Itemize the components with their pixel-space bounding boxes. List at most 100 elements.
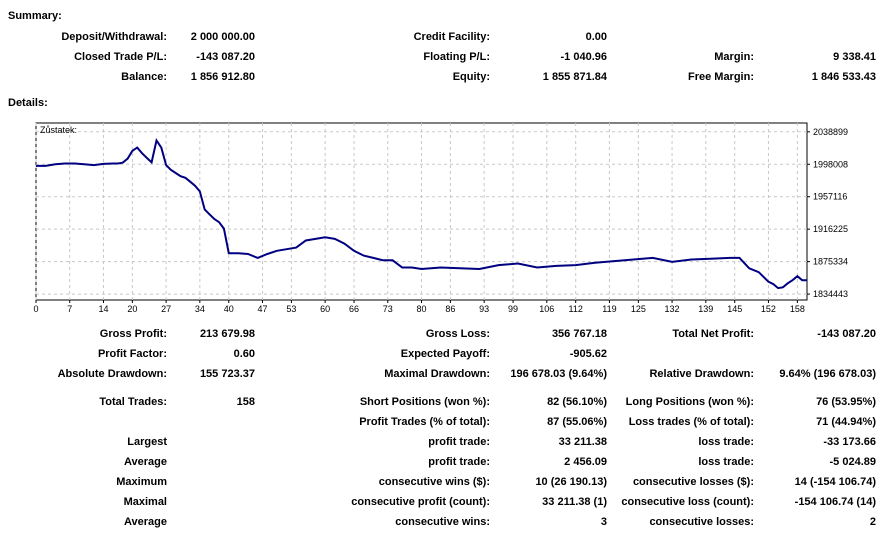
balance-series-line: [36, 138, 807, 290]
average-loss-label: loss trade:: [698, 456, 754, 468]
y-tick-label: 1875334: [813, 257, 848, 267]
balance-chart: Zůstatek: 0 7 14 20 27 34 40 47 53 60 66 73 80 86 93 99…: [33, 122, 848, 314]
maximal-label: Maximal: [123, 496, 167, 508]
total-net-value: -143 087.20: [817, 328, 876, 340]
chart-frame: [35, 122, 808, 301]
maximal-consecutive-profit-value: 33 211.38 (1): [542, 496, 607, 508]
x-tick-label: 47: [257, 304, 267, 314]
x-tick-label: 86: [445, 304, 455, 314]
short-positions-value: 82 (56.10%): [547, 396, 607, 408]
profit-trades-label: Profit Trades (% of total):: [359, 416, 490, 428]
long-positions-value: 76 (53.95%): [816, 396, 876, 408]
maximum-label: Maximum: [116, 476, 167, 488]
y-tick-label: 2038899: [813, 127, 848, 137]
y-tick-label: 1957116: [813, 192, 847, 202]
y-tick-label: 1998008: [813, 159, 848, 169]
x-tick-label: 0: [33, 304, 38, 314]
credit-value: 0.00: [585, 31, 607, 43]
average-loss-value: -5 024.89: [829, 456, 876, 468]
summary-heading: Summary:: [8, 10, 62, 22]
total-trades-value: 158: [236, 396, 255, 408]
max-consecutive-losses-value: 14 (-154 106.74): [794, 476, 876, 488]
gross-loss-value: 356 767.18: [551, 328, 607, 340]
free-margin-label: Free Margin:: [687, 71, 754, 83]
maximal-consecutive-loss-label: consecutive loss (count):: [621, 496, 754, 508]
x-tick-label: 60: [320, 304, 330, 314]
max-consecutive-wins-value: 10 (26 190.13): [535, 476, 607, 488]
credit-label: Credit Facility:: [413, 31, 490, 43]
largest-loss-label: loss trade:: [698, 436, 754, 448]
average-consecutive-losses-value: 2: [869, 516, 876, 528]
average-consecutive-wins-value: 3: [600, 516, 607, 528]
x-tick-label: 20: [127, 304, 137, 314]
floating-pl-value: -1 040.96: [560, 51, 607, 63]
maximal-drawdown-label: Maximal Drawdown:: [384, 368, 490, 380]
relative-drawdown-label: Relative Drawdown:: [649, 368, 754, 380]
profit-factor-label: Profit Factor:: [97, 348, 167, 360]
total-net-label: Total Net Profit:: [672, 328, 754, 340]
x-tick-label: 66: [349, 304, 359, 314]
profit-factor-value: 0.60: [233, 348, 255, 360]
average-consecutive-losses-label: consecutive losses:: [649, 516, 754, 528]
average-label: Average: [123, 456, 167, 468]
x-tick-label: 40: [224, 304, 234, 314]
largest-label: Largest: [127, 436, 167, 448]
maximal-consecutive-profit-label: consecutive profit (count):: [351, 496, 490, 508]
gross-profit-label: Gross Profit:: [99, 328, 167, 340]
x-tick-label: 139: [698, 304, 713, 314]
closed-pl-value: -143 087.20: [196, 51, 255, 63]
deposit-value: 2 000 000.00: [190, 31, 255, 43]
average-consecutive-wins-label: consecutive wins:: [395, 516, 490, 528]
loss-trades-label: Loss trades (% of total):: [628, 416, 754, 428]
average-consecutive-label: Average: [123, 516, 167, 528]
x-tick-label: 7: [67, 304, 72, 314]
profit-trades-value: 87 (55.06%): [547, 416, 607, 428]
absolute-drawdown-value: 155 723.37: [199, 368, 255, 380]
x-tick-label: 119: [602, 304, 616, 314]
chart-title: Zůstatek:: [40, 125, 77, 135]
margin-value: 9 338.41: [833, 51, 876, 63]
expected-payoff-label: Expected Payoff:: [400, 348, 490, 360]
x-tick-label: 125: [631, 304, 646, 314]
average-profit-value: 2 456.09: [564, 456, 607, 468]
loss-trades-value: 71 (44.94%): [816, 416, 876, 428]
relative-drawdown-value: 9.64% (196 678.03): [779, 368, 876, 380]
expected-payoff-value: -905.62: [569, 348, 607, 360]
x-tick-label: 73: [383, 304, 393, 314]
x-tick-label: 106: [539, 304, 554, 314]
x-tick-label: 14: [98, 304, 108, 314]
long-positions-label: Long Positions (won %):: [625, 396, 754, 408]
max-consecutive-losses-label: consecutive losses ($):: [632, 476, 754, 488]
average-profit-label: profit trade:: [428, 456, 490, 468]
balance-value: 1 856 912.80: [190, 71, 255, 83]
x-tick-label: 152: [761, 304, 776, 314]
largest-profit-value: 33 211.38: [558, 436, 607, 448]
total-trades-label: Total Trades:: [99, 396, 167, 408]
absolute-drawdown-label: Absolute Drawdown:: [57, 368, 167, 380]
maximal-drawdown-value: 196 678.03 (9.64%): [510, 368, 607, 380]
largest-loss-value: -33 173.66: [823, 436, 876, 448]
gross-loss-label: Gross Loss:: [425, 328, 490, 340]
x-tick-label: 93: [479, 304, 489, 314]
x-tick-label: 53: [286, 304, 296, 314]
gross-profit-value: 213 679.98: [199, 328, 255, 340]
free-margin-value: 1 846 533.43: [811, 71, 876, 83]
equity-value: 1 855 871.84: [542, 71, 607, 83]
details-heading: Details:: [8, 97, 48, 109]
x-tick-label: 112: [569, 304, 583, 314]
x-tick-label: 80: [416, 304, 426, 314]
x-tick-label: 132: [665, 304, 680, 314]
y-tick-label: 1834443: [813, 289, 848, 299]
x-tick-label: 27: [161, 304, 171, 314]
closed-pl-label: Closed Trade P/L:: [74, 51, 167, 63]
floating-pl-label: Floating P/L:: [423, 51, 490, 63]
x-tick-label: 34: [195, 304, 205, 314]
largest-profit-label: profit trade:: [428, 436, 490, 448]
y-tick-label: 1916225: [813, 224, 848, 234]
balance-label: Balance:: [121, 71, 167, 83]
equity-label: Equity:: [452, 71, 490, 83]
max-consecutive-wins-label: consecutive wins ($):: [378, 476, 490, 488]
x-tick-label: 158: [790, 304, 805, 314]
x-tick-label: 99: [508, 304, 518, 314]
short-positions-label: Short Positions (won %):: [359, 396, 490, 408]
